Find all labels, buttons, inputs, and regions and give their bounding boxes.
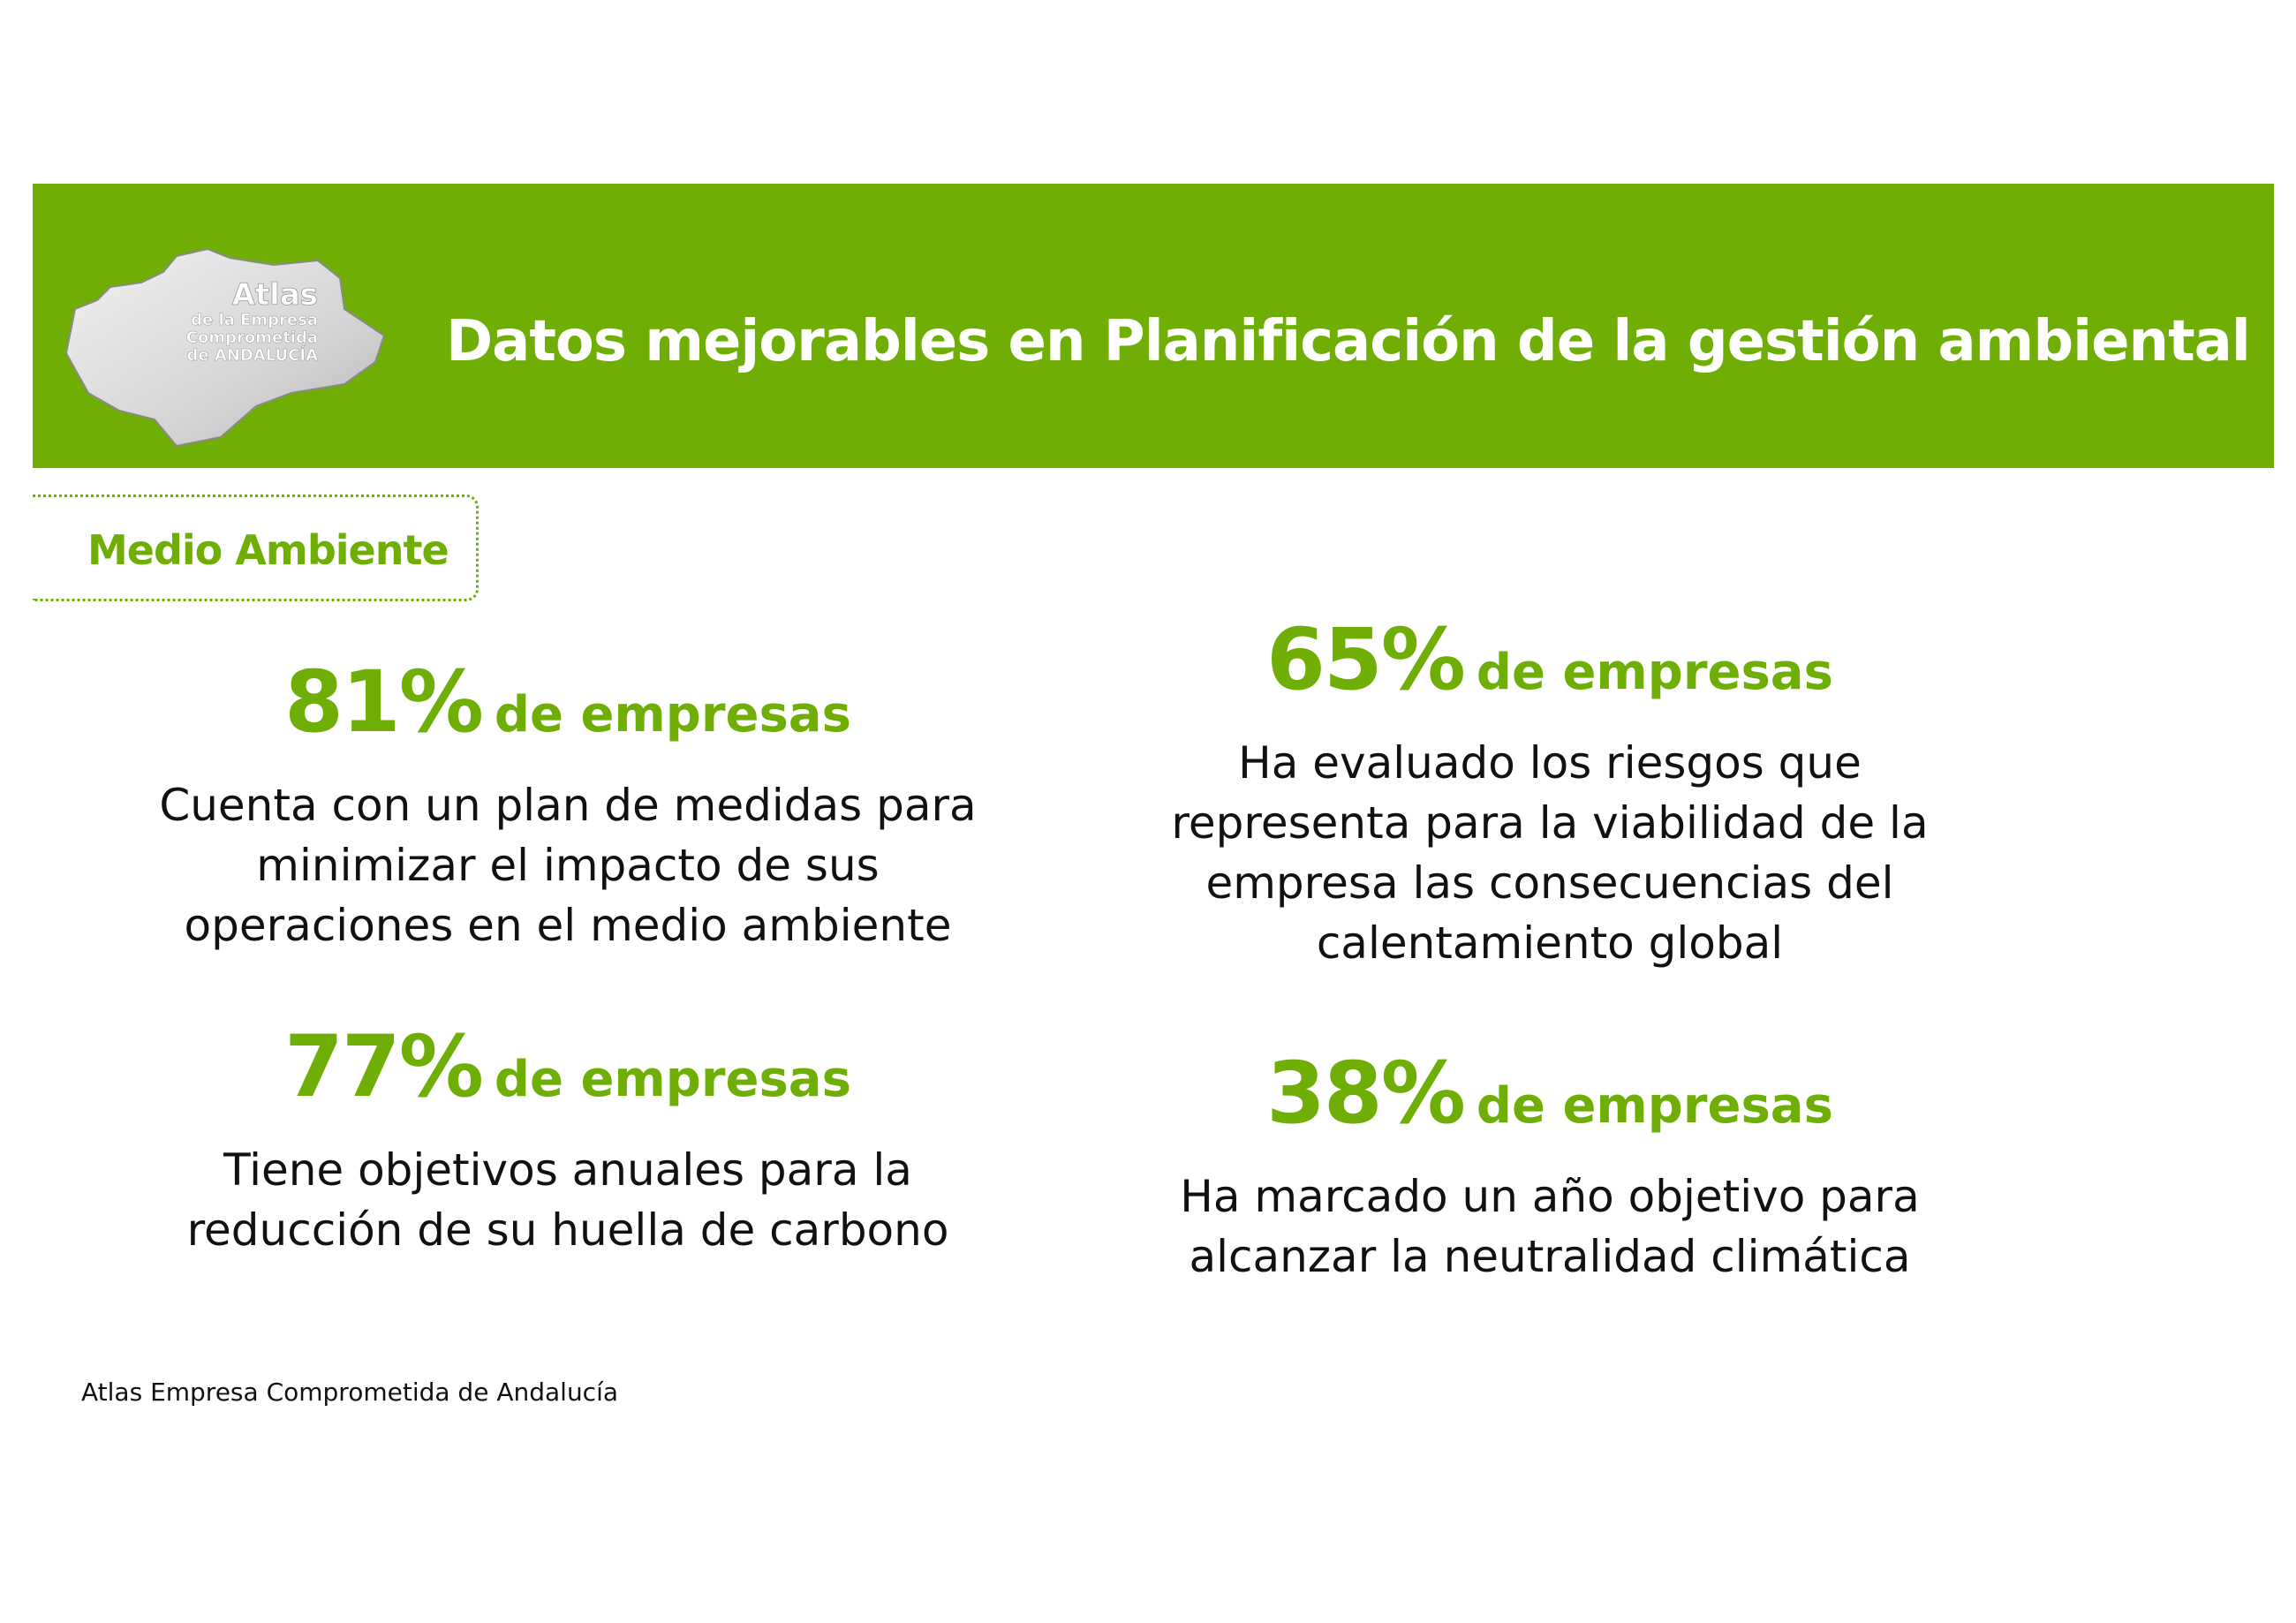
- svg-text:Comprometida: Comprometida: [186, 328, 318, 347]
- stat-text-line: Ha marcado un año objetivo para: [1180, 1171, 1920, 1222]
- stat-value: 38%: [1266, 1044, 1466, 1143]
- stat-text-line: minimizar el impacto de sus: [256, 840, 880, 891]
- stat-value: 77%: [284, 1017, 484, 1116]
- stat-text-line: reducción de su huella de carbono: [186, 1204, 949, 1256]
- header-banner: [33, 184, 2274, 468]
- stat-unit: de empresas: [494, 686, 851, 744]
- stat-text-line: representa para la viabilidad de la: [1171, 797, 1929, 849]
- stat-text-line: calentamiento global: [1316, 917, 1784, 969]
- stat-text-line: alcanzar la neutralidad climática: [1189, 1231, 1911, 1282]
- stat-text-line: Tiene objetivos anuales para la: [223, 1144, 912, 1196]
- stat-block: 38% de empresas Ha marcado un año objetiv…: [1108, 1045, 1991, 1287]
- stat-value: 81%: [284, 653, 484, 751]
- svg-text:Atlas: Atlas: [232, 277, 318, 313]
- stat-text-line: Cuenta con un plan de medidas para: [159, 780, 977, 831]
- stat-block: 65% de empresas Ha evaluado los riesgos q…: [1108, 611, 1991, 973]
- svg-text:de ANDALUCÍA: de ANDALUCÍA: [186, 345, 318, 365]
- stat-unit: de empresas: [494, 1051, 851, 1108]
- stat-value: 65%: [1266, 610, 1466, 709]
- source-footer: Atlas Empresa Comprometida de Andalucía: [81, 1378, 619, 1407]
- stat-unit: de empresas: [1476, 1077, 1833, 1135]
- stat-block: 77% de empresas Tiene objetivos anuales p…: [126, 1018, 1009, 1260]
- section-label: Medio Ambiente: [87, 526, 449, 574]
- stat-text-line: Ha evaluado los riesgos que: [1238, 737, 1862, 789]
- stat-text-line: empresa las consecuencias del: [1205, 857, 1894, 909]
- stat-block: 81% de empresas Cuenta con un plan de med…: [126, 653, 1009, 955]
- svg-text:de la Empresa: de la Empresa: [191, 311, 318, 329]
- page-title: Datos mejorables en Planificación de la …: [446, 309, 2251, 374]
- stat-text-line: operaciones en el medio ambiente: [184, 900, 952, 951]
- stat-unit: de empresas: [1476, 644, 1833, 701]
- atlas-andalucia-logo: Atlas de la Empresa Comprometida de ANDA…: [64, 247, 386, 448]
- section-tab-medio-ambiente: Medio Ambiente: [33, 494, 479, 601]
